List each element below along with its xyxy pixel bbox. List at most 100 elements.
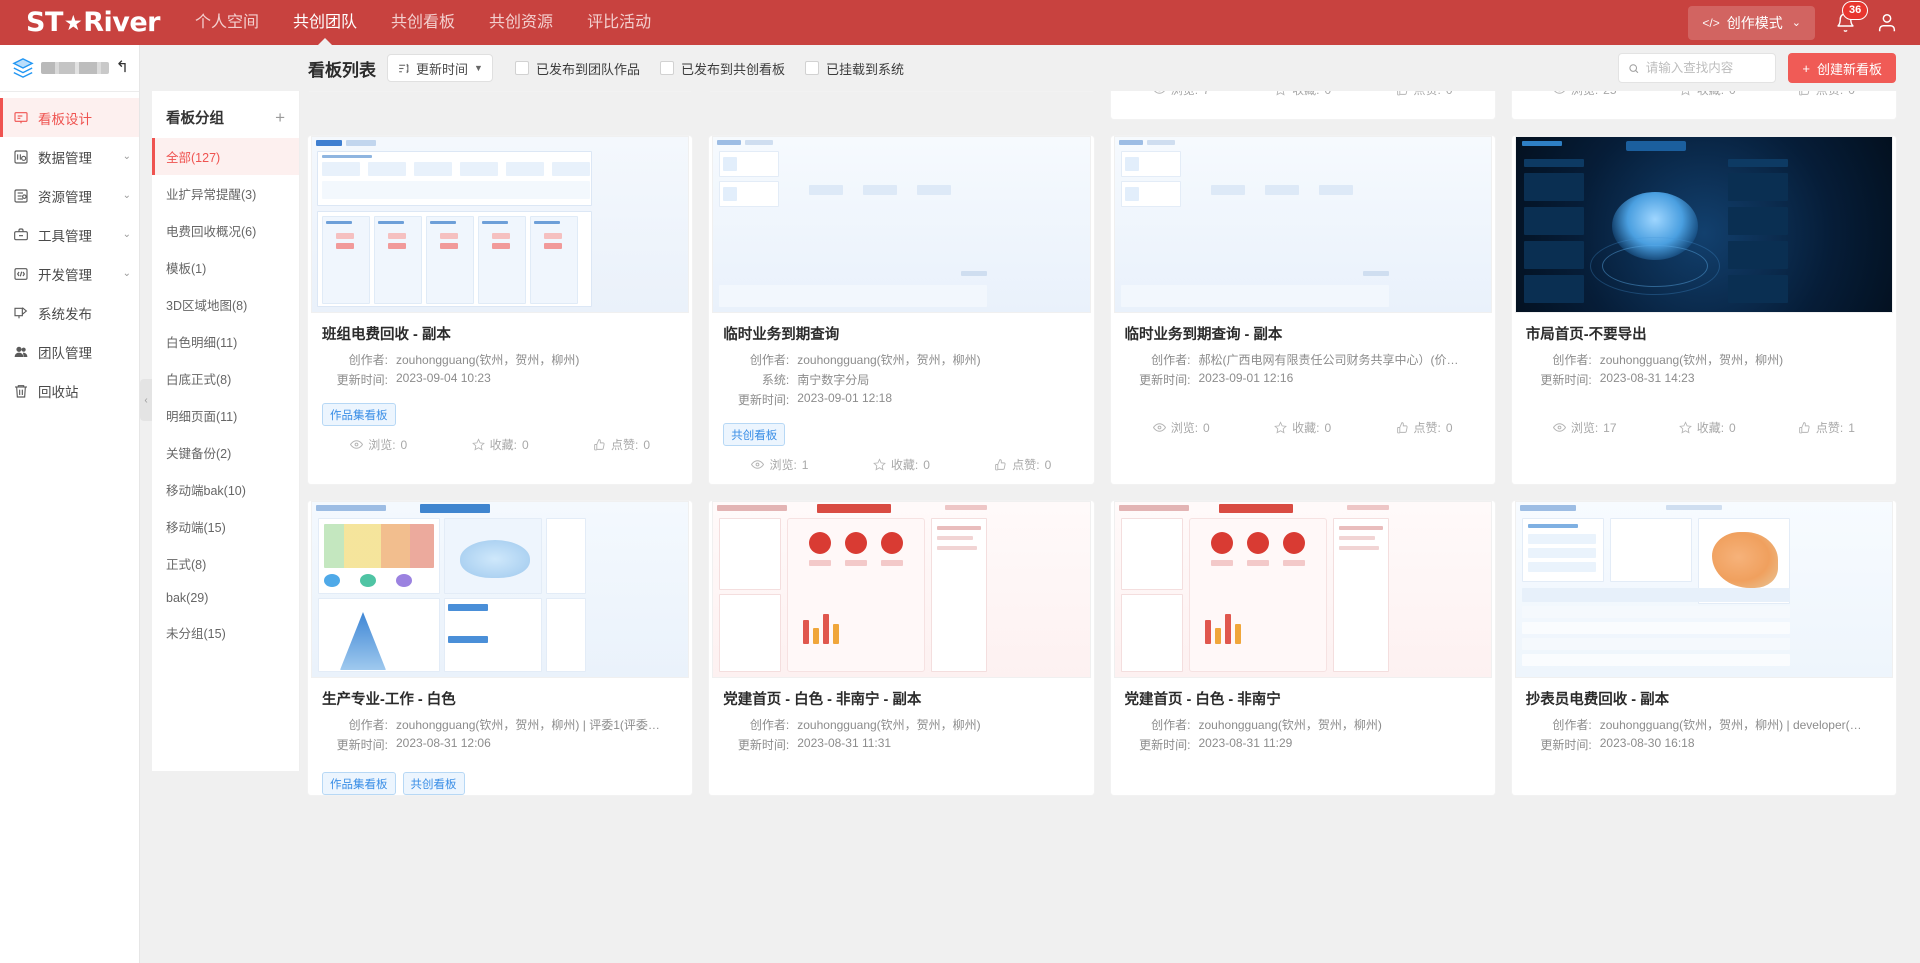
meta-label-updated: 更新时间: (737, 738, 790, 752)
board-card-partial[interactable]: 共创看板 浏览:7 收藏:0 (1110, 91, 1495, 119)
board-card[interactable]: 抄表员电费回收 - 副本 创作者: zouhongguang(钦州，贺州，柳州)… (1511, 501, 1896, 795)
board-card[interactable]: 班组电费回收 - 副本 创作者: zouhongguang(钦州，贺州，柳州) … (308, 136, 693, 484)
topnav-item-2[interactable]: 共创看板 (391, 14, 456, 31)
topnav-item-3[interactable]: 共创资源 (489, 14, 554, 31)
sidebar-item-team-management[interactable]: 团队管理 (0, 332, 139, 371)
board-thumbnail[interactable] (1113, 136, 1492, 313)
meta-value-updated: 2023-08-30 16:18 (1599, 736, 1695, 750)
search-input[interactable] (1645, 61, 1767, 75)
meta-value-updated: 2023-09-01 12:18 (797, 391, 892, 405)
group-item-9[interactable]: 移动端bak(10) (166, 484, 246, 498)
board-thumbnail[interactable] (1514, 501, 1893, 678)
thumbnail-preview (1516, 137, 1892, 312)
sidebar-item-trash[interactable]: 回收站 (0, 371, 139, 410)
board-card[interactable]: 临时业务到期查询 - 副本 创作者: 郝松(广西电网有限责任公司财务共享中心）(… (1110, 136, 1495, 484)
create-board-button[interactable]: + 创建新看板 (1788, 53, 1896, 83)
group-item-8[interactable]: 关键备份(2) (166, 447, 232, 461)
sort-dropdown[interactable]: 更新时间 ▼ (387, 54, 493, 82)
sidebar-item-tool-management[interactable]: 工具管理 ⌄ (0, 215, 139, 254)
board-thumbnail[interactable] (712, 501, 1091, 678)
filter-label: 已挂载到系统 (825, 61, 904, 77)
chevron-down-icon: ⌄ (122, 268, 131, 279)
filter-mounted-system[interactable]: 已挂载到系统 (804, 59, 904, 78)
team-management-icon (14, 346, 28, 357)
group-list: 全部(127) 业扩异常提醒(3) 电费回收概况(6) 模板(1) 3D区域地图… (152, 138, 299, 651)
group-item-4[interactable]: 3D区域地图(8) (166, 299, 248, 313)
data-management-icon (14, 149, 28, 164)
card-stats: 浏览: 7 收藏: 0 点赞: 0 (1111, 91, 1495, 109)
group-item-1[interactable]: 业扩异常提醒(3) (166, 188, 257, 202)
board-thumbnail[interactable] (311, 501, 690, 678)
group-item-7[interactable]: 明细页面(11) (166, 410, 238, 424)
stat-value: 0 (643, 437, 651, 452)
checkbox[interactable] (804, 61, 819, 75)
board-card[interactable]: 市局首页-不要导出 创作者: zouhongguang(钦州，贺州，柳州) 更新… (1511, 136, 1896, 484)
add-group-button[interactable]: + (275, 108, 285, 127)
chevron-down-icon: ▼ (474, 63, 483, 73)
group-item-11[interactable]: 正式(8) (166, 558, 207, 572)
sidebar-item-label: 资源管理 (38, 189, 92, 205)
card-creator-row: 创作者: 郝松(广西电网有限责任公司财务共享中心）(价… (1125, 351, 1481, 368)
stat-label: 浏览: (368, 438, 396, 452)
dev-management-icon (14, 267, 28, 280)
board-card[interactable]: 党建首页 - 白色 - 非南宁 创作者: zouhongguang(钦州，贺州，… (1110, 501, 1495, 795)
thumbnail-preview (312, 137, 688, 312)
stat-value: 17 (1603, 420, 1617, 435)
stat-views: 浏览: 7 (1153, 91, 1210, 98)
card-info: 抄表员电费回收 - 副本 创作者: zouhongguang(钦州，贺州，柳州)… (1512, 678, 1896, 764)
checkbox[interactable] (659, 61, 674, 75)
stat-label: 收藏: (489, 438, 517, 452)
board-grid-scroll[interactable]: 浏览: 0 收藏: 0 点赞: 0 (300, 91, 1920, 963)
code-icon: </> (1702, 15, 1720, 30)
board-thumbnail[interactable] (311, 136, 690, 313)
sidebar-item-board-design[interactable]: 看板设计 (0, 98, 139, 137)
sidebar-item-label: 数据管理 (38, 150, 92, 166)
board-thumbnail[interactable] (1113, 501, 1492, 678)
creation-mode-button[interactable]: </> 创作模式 ⌄ (1688, 5, 1815, 40)
group-item-13[interactable]: 未分组(15) (166, 627, 226, 641)
stat-favorites: 收藏: 0 (471, 436, 529, 453)
user-avatar-icon[interactable] (1876, 12, 1898, 34)
group-item-all[interactable]: 全部(127) (152, 138, 299, 175)
board-card[interactable]: 临时业务到期查询 创作者: zouhongguang(钦州，贺州，柳州) 系统:… (709, 136, 1094, 484)
topnav-item-4[interactable]: 评比活动 (587, 14, 652, 31)
meta-label-system: 系统: (761, 373, 790, 387)
search-box[interactable] (1618, 53, 1777, 83)
layers-icon (12, 58, 34, 78)
meta-label-creator: 创作者: (1552, 353, 1592, 367)
collapse-panel-handle[interactable]: ‹ (140, 379, 152, 421)
card-title: 临时业务到期查询 (723, 327, 840, 343)
filter-published-board[interactable]: 已发布到共创看板 (659, 59, 785, 78)
notifications-button[interactable]: 36 (1833, 1, 1869, 35)
group-item-2[interactable]: 电费回收概况(6) (166, 225, 257, 239)
card-badges (1111, 399, 1495, 409)
card-title: 党建首页 - 白色 - 非南宁 - 副本 (723, 692, 922, 708)
filter-published-team[interactable]: 已发布到团队作品 (514, 59, 640, 78)
checkbox[interactable] (514, 61, 529, 75)
board-card[interactable]: 生产专业-工作 - 白色 创作者: zouhongguang(钦州，贺州，柳州)… (308, 501, 693, 795)
board-card-partial[interactable]: 作品集看板 浏览:25 收藏:0 (1511, 91, 1896, 119)
notification-badge: 36 (1842, 1, 1869, 20)
create-board-label: 创建新看板 (1816, 61, 1882, 77)
sidebar-item-data-management[interactable]: 数据管理 ⌄ (0, 137, 139, 176)
sidebar-item-resource-management[interactable]: 资源管理 ⌄ (0, 176, 139, 215)
star-icon (872, 458, 886, 471)
app-logo[interactable]: ST ★ River (0, 7, 178, 38)
sidebar-item-system-publish[interactable]: 系统发布 (0, 293, 139, 332)
topnav-item-1[interactable]: 共创团队 (276, 0, 374, 45)
group-item-12[interactable]: bak(29) (166, 591, 209, 605)
card-system-row: 系统: 南宁数字分局 (723, 371, 1079, 388)
group-item-6[interactable]: 白底正式(8) (166, 373, 232, 387)
meta-value-creator: zouhongguang(钦州，贺州，柳州) | developer(… (1599, 718, 1862, 732)
board-card[interactable]: 党建首页 - 白色 - 非南宁 - 副本 创作者: zouhongguang(钦… (709, 501, 1094, 795)
back-icon[interactable]: ↰ (115, 59, 129, 76)
board-thumbnail[interactable] (1514, 136, 1893, 313)
topnav-item-0[interactable]: 个人空间 (195, 14, 260, 31)
group-item-3[interactable]: 模板(1) (166, 262, 207, 276)
sidebar-item-dev-management[interactable]: 开发管理 ⌄ (0, 254, 139, 293)
group-item-5[interactable]: 白色明细(11) (166, 336, 238, 350)
card-updated-row: 更新时间: 2023-08-31 14:23 (1526, 371, 1882, 388)
group-item-10[interactable]: 移动端(15) (166, 521, 226, 535)
stat-value: 0 (1729, 91, 1736, 97)
board-thumbnail[interactable] (712, 136, 1091, 313)
